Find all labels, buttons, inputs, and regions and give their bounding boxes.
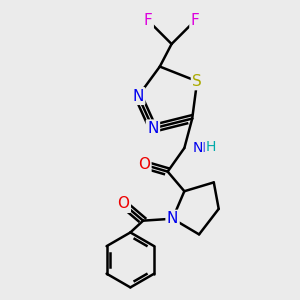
Text: S: S xyxy=(192,74,202,89)
Text: F: F xyxy=(144,13,152,28)
Text: O: O xyxy=(138,157,150,172)
Text: NH: NH xyxy=(192,141,213,155)
Text: N: N xyxy=(147,121,159,136)
Text: N: N xyxy=(167,211,178,226)
Text: O: O xyxy=(118,196,130,211)
Text: H: H xyxy=(206,140,216,154)
Text: F: F xyxy=(191,13,200,28)
Text: N: N xyxy=(133,88,144,104)
